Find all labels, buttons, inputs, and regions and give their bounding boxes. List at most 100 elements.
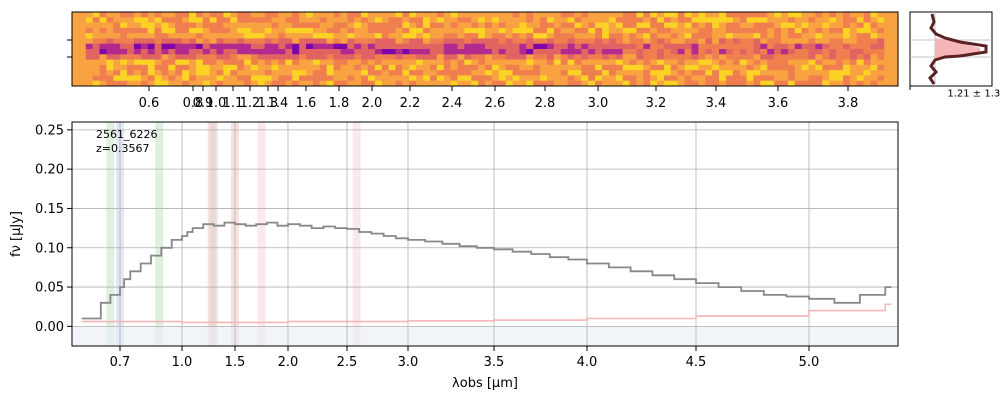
heatmap-cell [127, 75, 135, 82]
x-tick-label: 1.0 [172, 355, 193, 370]
heatmap-cell [546, 75, 555, 82]
heatmap-cell [794, 43, 803, 50]
heatmap-cell [650, 75, 658, 82]
heatmap-cell [491, 49, 500, 55]
heatmap-cell [161, 33, 169, 39]
heatmap-cell [650, 27, 658, 34]
heatmap-cell [574, 38, 582, 45]
heatmap-cell [526, 38, 534, 45]
heatmap-cell [209, 75, 217, 82]
heatmap-cell [560, 54, 568, 60]
heatmap-cell [739, 38, 747, 45]
heatmap-cell [244, 38, 252, 45]
heatmap-cell [223, 27, 231, 34]
heatmap-cell [588, 75, 596, 82]
heatmap-cell [175, 59, 183, 66]
heatmap-cell [767, 64, 775, 71]
heatmap-cell [140, 75, 149, 82]
heatmap-cell [519, 38, 527, 45]
heatmap-cell [113, 38, 121, 45]
heatmap-cell [650, 70, 658, 76]
heatmap-cell [877, 17, 885, 23]
heatmap-cell [85, 27, 94, 34]
heatmap-cell [677, 22, 686, 29]
heatmap-cell [257, 38, 266, 45]
heatmap-cell [815, 70, 823, 76]
heatmap-cell [808, 64, 816, 71]
heatmap-cell [237, 38, 245, 45]
heatmap-cell [230, 64, 238, 71]
y-axis-label: fν [μJy] [9, 211, 24, 257]
heatmap-cell [602, 80, 610, 87]
heatmap-cell [602, 22, 610, 29]
heatmap-cell [780, 70, 789, 76]
heatmap-cell [602, 70, 610, 76]
heatmap-cell [677, 12, 686, 18]
heatmap-cell [244, 43, 252, 50]
heatmap-cell [78, 12, 87, 18]
heatmap-cell [278, 64, 286, 71]
heatmap-cell [147, 49, 155, 55]
heatmap-cell [271, 33, 279, 39]
heatmap-cell [450, 49, 458, 55]
heatmap-cell [719, 70, 727, 76]
heatmap-cell [787, 75, 796, 82]
heatmap-cell [794, 59, 803, 66]
heatmap-cell [436, 33, 445, 39]
heatmap-cell [319, 70, 328, 76]
heatmap-cell [705, 33, 713, 39]
heatmap-cell [505, 12, 513, 18]
heatmap-cell [429, 64, 438, 71]
heatmap-cell [133, 70, 142, 76]
heatmap-cell [760, 75, 768, 82]
heatmap-cell [381, 49, 390, 55]
heatmap-cell [677, 43, 686, 50]
heatmap-cell [264, 54, 273, 60]
heatmap-cell [849, 70, 858, 76]
heatmap-cell [760, 70, 768, 76]
heatmap-cell [691, 43, 699, 50]
heatmap-cell [278, 12, 286, 18]
heatmap-cell [361, 75, 369, 82]
heatmap-cell [808, 33, 816, 39]
heatmap-cell [553, 54, 562, 60]
heatmap-cell [230, 49, 238, 55]
heatmap-cell [815, 38, 823, 45]
heatmap-cell [299, 27, 307, 34]
heatmap-cell [209, 38, 217, 45]
heatmap-cell [340, 64, 348, 71]
heatmap-cell [333, 75, 341, 82]
heatmap-cell [595, 17, 603, 23]
heatmap-cell [505, 38, 513, 45]
emission-line-band [155, 122, 164, 346]
heatmap-cell [877, 38, 885, 45]
heatmap-cell [712, 49, 720, 55]
heatmap-cell [182, 75, 190, 82]
heatmap-cell [237, 27, 245, 34]
heatmap-cell [216, 59, 224, 66]
heatmap-cell [78, 43, 87, 50]
heatmap-cell [326, 64, 334, 71]
heatmap-cell [794, 22, 803, 29]
heatmap-cell [175, 80, 183, 87]
heatmap-cell [877, 54, 885, 60]
2d-spectrum-frame [71, 11, 899, 87]
heatmap-cell [306, 75, 314, 82]
heatmap-cell [450, 22, 458, 29]
heatmap-cell [464, 43, 472, 50]
heatmap-cell [202, 38, 211, 45]
heatmap-cell [829, 43, 837, 50]
heatmap-cell [863, 38, 871, 45]
heatmap-cell [657, 54, 665, 60]
heatmap-cell [374, 59, 383, 66]
heatmap-cell [725, 49, 734, 55]
heatmap-cell [608, 59, 617, 66]
heatmap-cell [161, 70, 169, 76]
heatmap-cell [133, 33, 142, 39]
x-tick-label: 3.8 [838, 96, 859, 111]
heatmap-cell [319, 80, 328, 87]
heatmap-cell [815, 80, 823, 87]
heatmap-cell [505, 80, 513, 87]
heatmap-cell [836, 17, 844, 23]
heatmap-cell [491, 75, 500, 82]
